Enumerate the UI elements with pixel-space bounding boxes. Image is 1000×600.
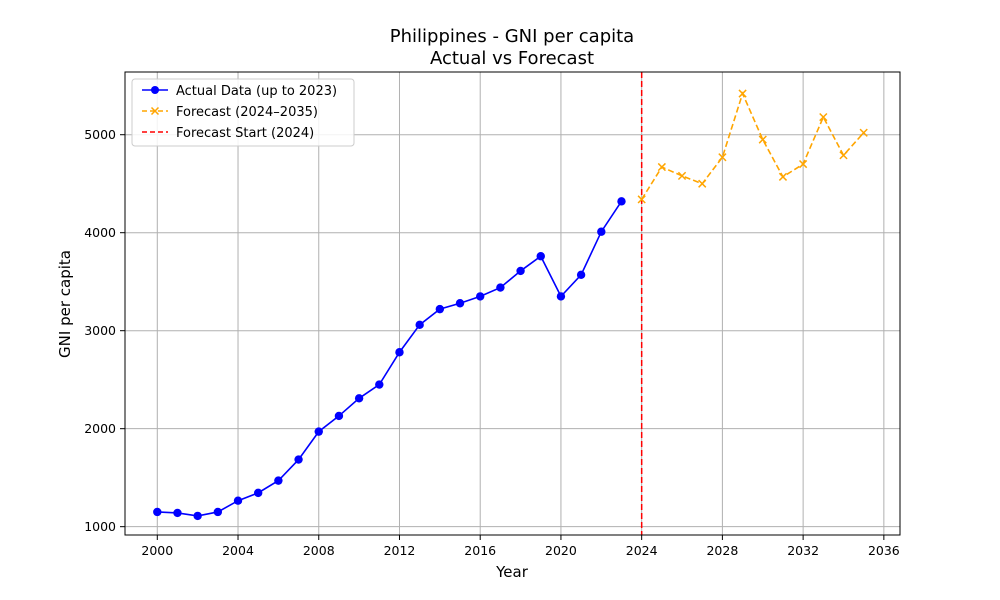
x-tick-label: 2000 [141,543,173,558]
data-point [819,112,828,122]
legend-vline-label: Forecast Start (2024) [176,126,314,141]
data-point [254,488,263,498]
x-tick-label: 2024 [626,543,658,558]
data-point [798,159,808,169]
data-point [354,394,364,403]
y-axis-ticks: 1000 2000 3000 4000 5000 [84,127,125,534]
x-tick-label: 2032 [787,543,819,558]
y-axis-label: GNI per capita [56,250,74,358]
y-tick-label: 3000 [84,323,116,338]
data-point [839,151,848,160]
x-tick-label: 2028 [706,543,738,558]
series-1 [637,89,868,204]
data-point [294,455,303,464]
x-tick-label: 2008 [303,543,335,558]
data-point [334,411,344,421]
data-point [859,128,868,137]
x-tick-label: 2036 [868,543,900,558]
x-axis-ticks: 2000 2004 2008 2012 2016 2020 2024 2028 2032 2036 [141,535,900,558]
series-layer [153,89,868,521]
data-point [698,179,707,188]
legend-actual-marker [151,86,159,94]
legend-box [131,78,355,147]
data-point [617,197,626,206]
chart-title: Philippines - GNI per capita [390,26,634,47]
x-axis-label: Year [495,563,529,581]
data-point [597,227,606,236]
data-point [193,511,202,521]
data-point [738,89,747,98]
data-point [455,299,465,308]
data-point [536,252,545,261]
series-line [640,91,865,200]
x-tick-label: 2012 [384,543,416,558]
y-tick-label: 5000 [84,127,116,142]
data-point [657,162,666,172]
data-point [496,283,505,292]
data-point [395,348,404,357]
legend-forecast-label: Forecast (2024–2035) [176,105,318,120]
data-point [274,476,283,485]
y-tick-label: 2000 [84,421,116,436]
data-point [153,507,162,517]
data-point [556,292,566,301]
data-point [415,320,424,330]
data-point [314,427,323,436]
x-tick-label: 2020 [545,543,577,558]
data-point [576,270,586,280]
x-tick-label: 2016 [464,543,496,558]
y-tick-label: 4000 [84,225,116,240]
data-point [637,195,646,204]
data-point [173,508,182,518]
legend-forecast-marker [150,106,160,116]
series-0 [153,197,626,521]
data-point [375,380,384,389]
chart-subtitle: Actual vs Forecast [430,48,594,69]
series-line [157,200,623,517]
data-point [516,266,525,276]
legend-actual-label: Actual Data (up to 2023) [176,84,337,99]
legend: Actual Data (up to 2023) Forecast (2024–… [131,78,355,147]
data-point [435,304,445,314]
data-point [476,292,485,301]
data-point [758,135,767,144]
data-point [213,507,223,517]
plot-frame [124,71,901,536]
y-tick-label: 1000 [84,519,116,534]
data-point [718,153,727,162]
x-tick-label: 2004 [222,543,254,558]
data-point [778,172,788,181]
grid [125,72,900,535]
data-point [677,171,687,180]
data-point [233,496,243,505]
